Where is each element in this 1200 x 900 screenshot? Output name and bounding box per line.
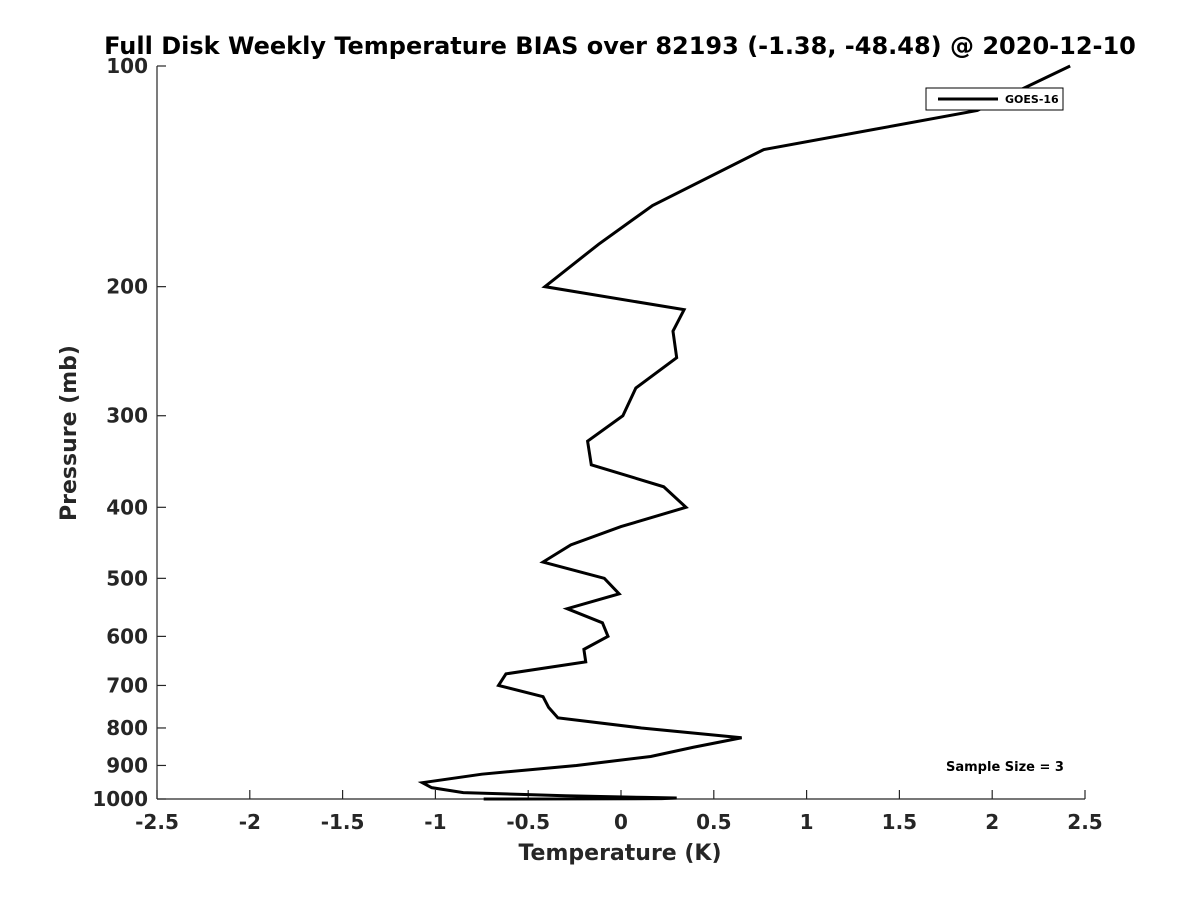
x-tick-label: 1.5 [882, 810, 917, 834]
x-tick-label: 0 [614, 810, 628, 834]
y-tick-label: 200 [106, 275, 148, 299]
x-tick-label: -0.5 [506, 810, 550, 834]
y-tick-label: 600 [106, 624, 148, 648]
y-axis-label: Pressure (mb) [57, 345, 82, 521]
x-tick-label: -1 [424, 810, 446, 834]
series-line-goes-16 [417, 64, 1071, 801]
x-tick-label: 1 [800, 810, 814, 834]
x-tick-label: -2.5 [135, 810, 179, 834]
sample-size-annotation: Sample Size = 3 [946, 760, 1064, 775]
series-layer [417, 64, 1071, 801]
x-tick-label: -1.5 [321, 810, 365, 834]
x-tick-label: -2 [239, 810, 261, 834]
y-tick-label: 700 [106, 673, 148, 697]
x-tick-label: 2.5 [1067, 810, 1102, 834]
y-tick-label: 500 [106, 566, 148, 590]
y-tick-label: 100 [106, 54, 148, 78]
x-axis-ticks: -2.5 -2 -1.5 -1 -0.5 0 0.5 1 1.5 2 2.5 [135, 790, 1103, 834]
legend-label-goes-16: GOES-16 [1005, 93, 1059, 106]
y-axis-ticks: 100 200 300 400 500 600 700 800 900 1000 [92, 54, 166, 811]
legend: GOES-16 [925, 87, 1064, 111]
y-tick-label: 800 [106, 716, 148, 740]
y-tick-label: 400 [106, 495, 148, 519]
x-axis-label: Temperature (K) [518, 841, 721, 866]
x-tick-label: 2 [985, 810, 999, 834]
y-tick-label: 1000 [92, 787, 148, 811]
y-tick-label: 900 [106, 753, 148, 777]
x-tick-label: 0.5 [696, 810, 731, 834]
chart-title: Full Disk Weekly Temperature BIAS over 8… [104, 32, 1136, 60]
y-tick-label: 300 [106, 404, 148, 428]
